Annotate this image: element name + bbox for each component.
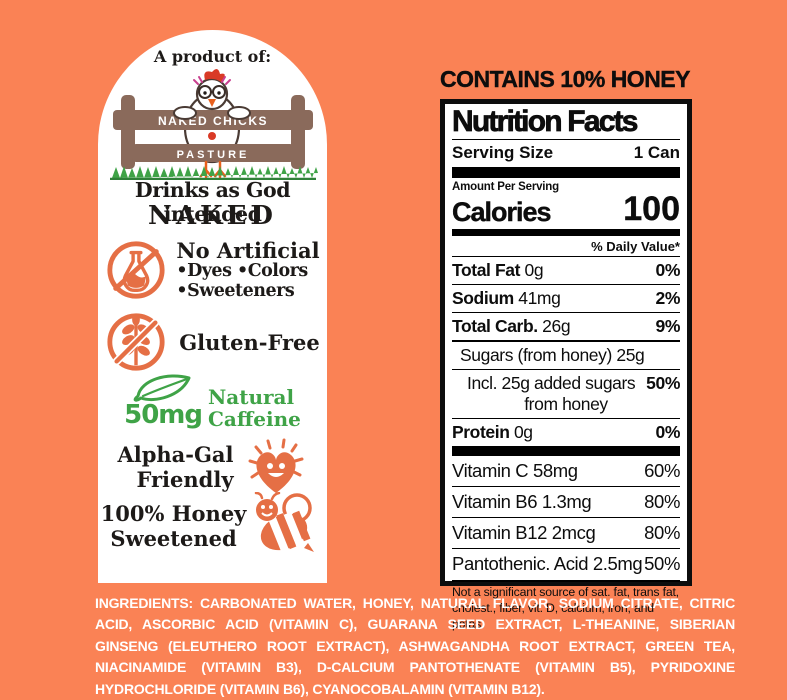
no-artificial-title: No Artificial: [176, 238, 320, 263]
nutrition-facts-panel: Nutrition Facts Serving Size 1 Can Amoun…: [440, 99, 692, 631]
vitamin-row-b6: Vitamin B6 1.3mg 80%: [452, 485, 680, 517]
nutrient-row-sodium: Sodium 41mg 2%: [452, 283, 680, 312]
brand-name: NAKED: [148, 201, 277, 231]
tagline-text: Drinks as God intended: [134, 178, 291, 226]
nutrient-row-sugars: Sugars (from honey) 25g: [452, 339, 680, 369]
nutrient-row-total-carb: Total Carb. 26g 9%: [452, 311, 680, 340]
no-artificial-flask-icon: [107, 241, 165, 299]
vitamin-row-b12: Vitamin B12 2mcg 80%: [452, 516, 680, 548]
fence-sign-bottom: PASTURE: [177, 149, 250, 161]
leaf-icon: [133, 374, 191, 402]
separator-bar: [452, 445, 680, 456]
calories-row: Calories 100: [452, 190, 680, 229]
gluten-free-icon: [107, 313, 165, 371]
badge-natural-caffeine: 50mg Natural Caffeine: [98, 370, 327, 431]
amount-per-serving-label: Amount Per Serving: [452, 181, 559, 194]
nutrient-row-total-fat: Total Fat 0g 0%: [452, 255, 680, 284]
ingredients-label: INGREDIENTS:: [95, 595, 193, 611]
ingredients-text: INGREDIENTS: CARBONATED WATER, HONEY, NA…: [95, 593, 735, 700]
badge-gluten-free: Gluten-Free: [98, 311, 327, 373]
nutrition-facts-title: Nutrition Facts: [452, 105, 680, 141]
left-arch-panel: A product of: NAKED CHICKS PASTURE: [98, 30, 327, 583]
honey-line1: 100% Honey: [100, 501, 247, 527]
caffeine-word-caffeine: Caffeine: [208, 407, 301, 432]
nutrition-footnote: Not a significant source of sat. fat, tr…: [452, 579, 680, 633]
smiling-heart-icon: [248, 438, 304, 493]
contains-honey-text: CONTAINS 10% HONEY: [439, 66, 691, 92]
bee-icon: [255, 492, 315, 553]
no-artificial-line1: •Dyes •Colors: [176, 261, 308, 282]
serving-size-value: 1 Can: [633, 143, 680, 163]
calories-value: 100: [623, 190, 680, 229]
alpha-gal-line1: Alpha-Gal: [117, 442, 234, 468]
separator-bar: [452, 228, 680, 236]
vitamin-row-c: Vitamin C 58mg 60%: [452, 459, 680, 481]
caffeine-word-natural: Natural: [208, 385, 295, 409]
ingredients-body: CARBONATED WATER, HONEY, NATURAL FLAVOR,…: [95, 595, 735, 697]
product-of-text: A product of:: [153, 47, 272, 66]
farm-illustration: NAKED CHICKS PASTURE: [110, 68, 318, 180]
gluten-free-title: Gluten-Free: [179, 329, 320, 355]
honey-line2: Sweetened: [110, 526, 237, 551]
separator-bar: [452, 167, 680, 179]
nutrient-row-protein: Protein 0g 0%: [452, 417, 680, 446]
nutrient-row-added-sugars: Incl. 25g added sugars 50% from honey: [452, 368, 680, 418]
badge-no-artificial: No Artificial •Dyes •Colors •Sweeteners: [98, 239, 327, 301]
vitamin-row-pantothenic: Pantothenic. Acid 2.5mg 50%: [452, 547, 680, 579]
no-artificial-line2: •Sweeteners: [176, 280, 295, 301]
badge-honey-sweetened: 100% Honey Sweetened: [98, 492, 327, 562]
calories-label: Calories: [452, 196, 552, 227]
badge-alpha-gal: Alpha-Gal Friendly: [98, 435, 327, 501]
alpha-gal-line2: Friendly: [136, 467, 234, 492]
serving-size-row: Serving Size 1 Can: [452, 140, 680, 167]
caffeine-amount: 50mg: [124, 400, 203, 430]
daily-value-header: % Daily Value*: [591, 238, 680, 254]
serving-size-label: Serving Size: [452, 143, 554, 163]
